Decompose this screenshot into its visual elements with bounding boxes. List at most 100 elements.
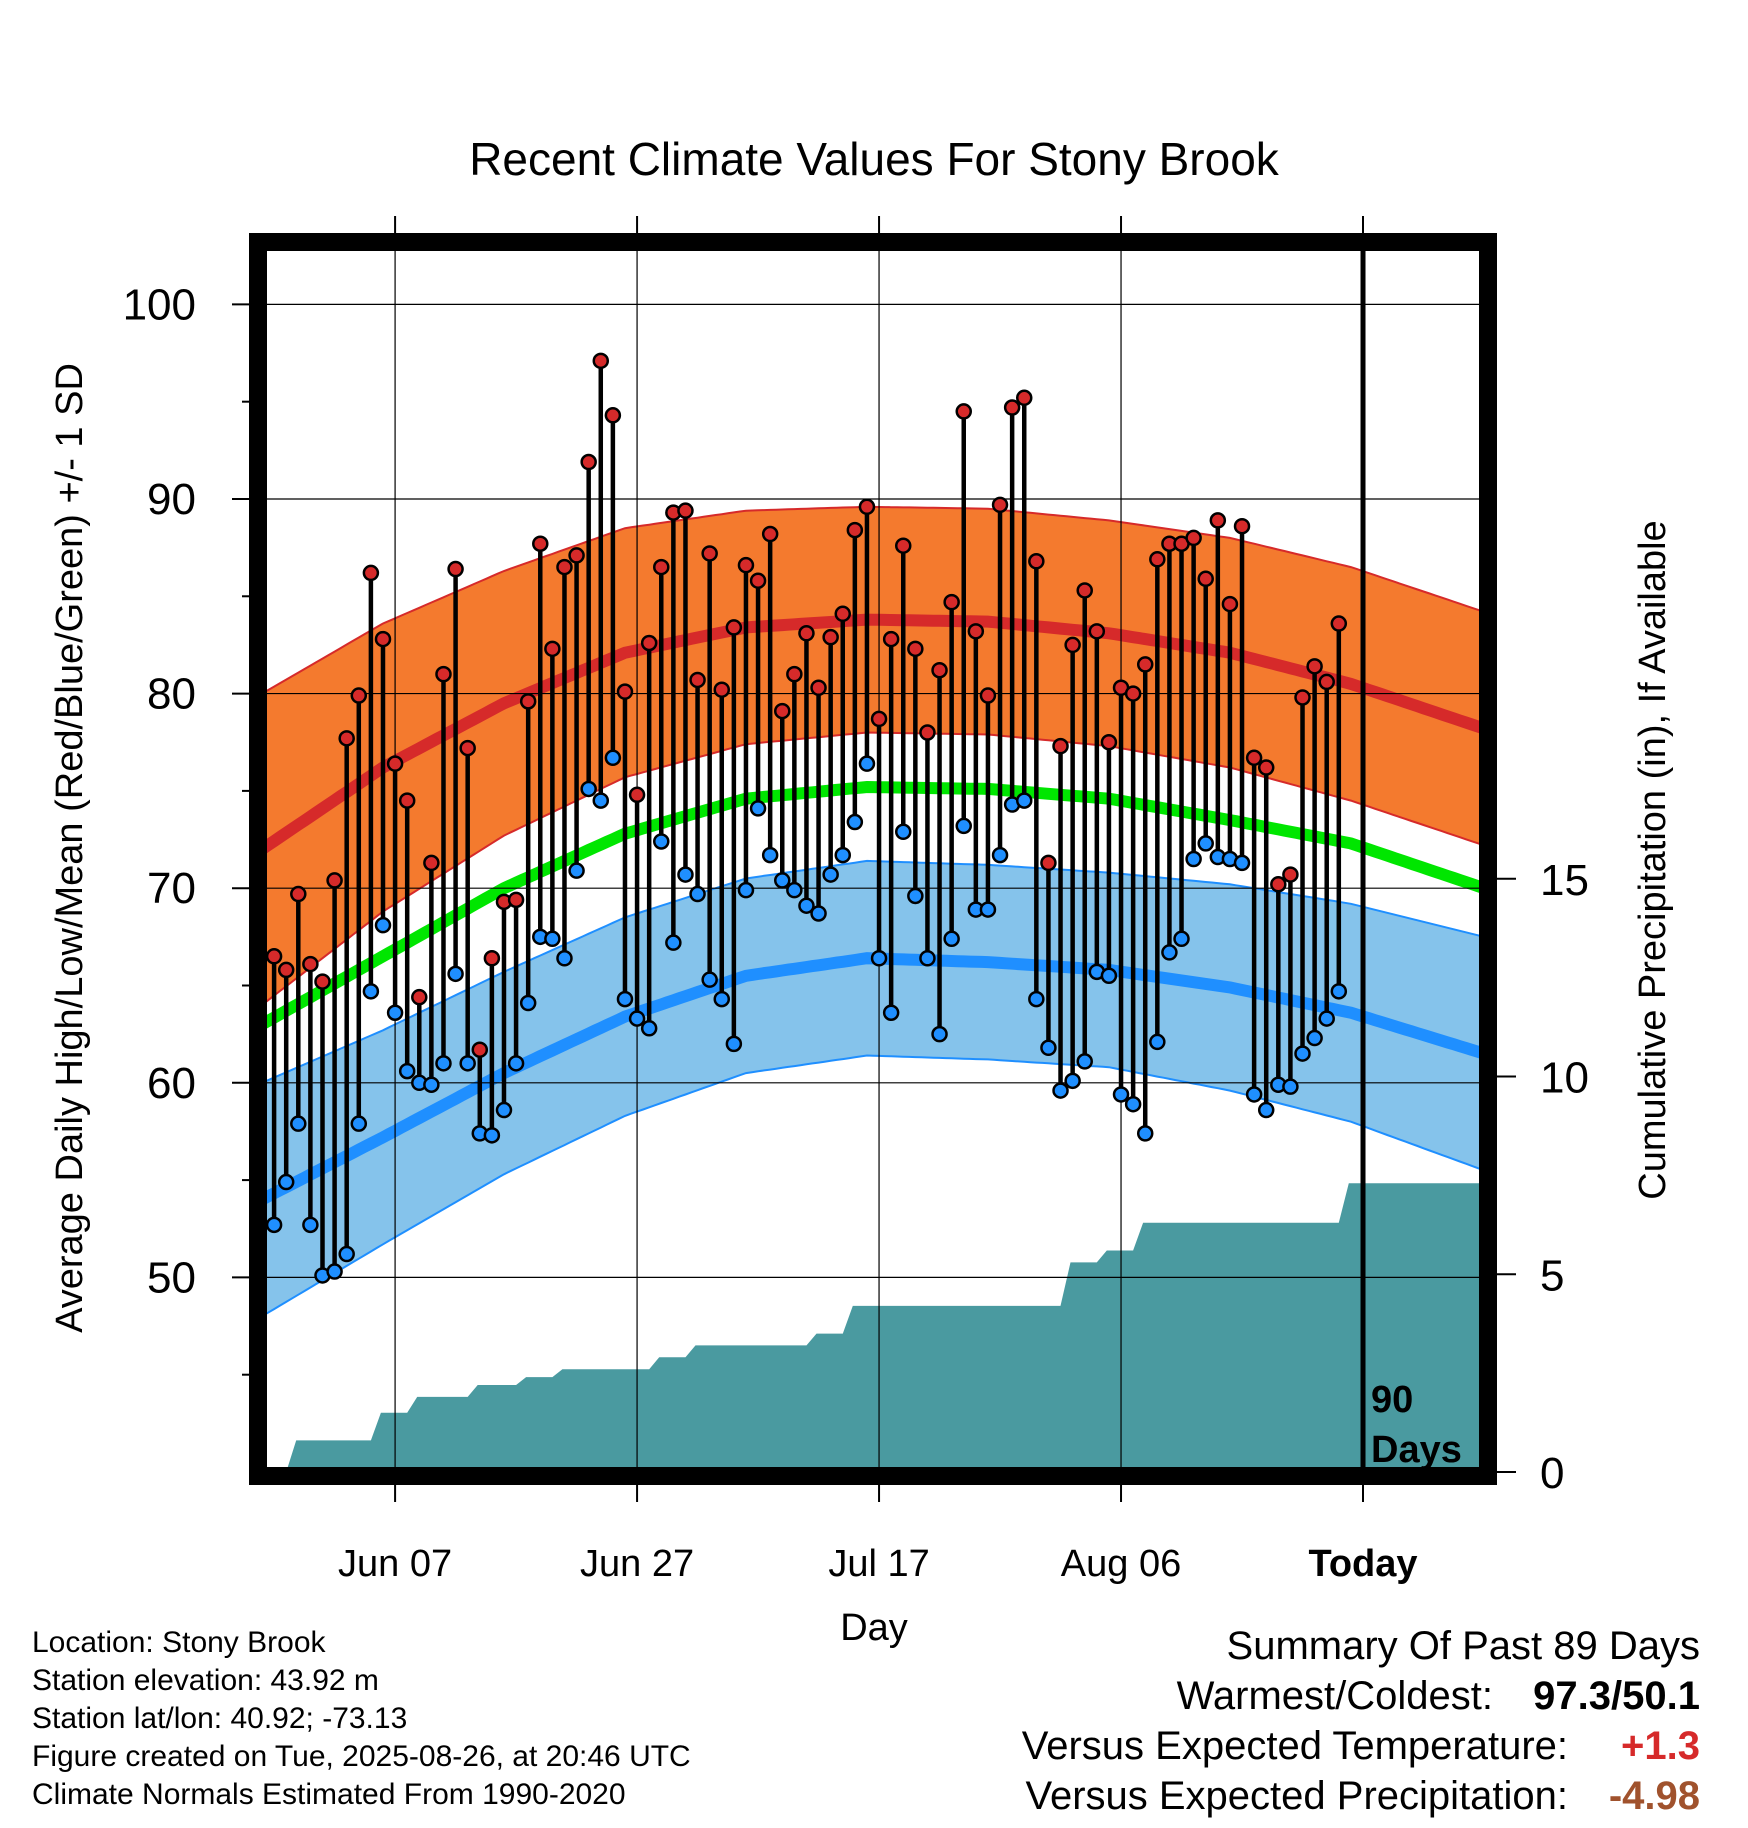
high-point (411, 988, 428, 1006)
high-point (991, 496, 1009, 514)
high-point (1076, 582, 1093, 599)
high-point (435, 665, 452, 683)
daily-range-bars (271, 360, 1342, 1276)
high-point (798, 625, 815, 642)
high-point (1318, 673, 1335, 691)
high-point (568, 547, 585, 564)
low-point (616, 990, 634, 1008)
high-point (580, 453, 597, 471)
low-point (1149, 1033, 1166, 1051)
low-point (870, 949, 888, 967)
low-point (580, 780, 597, 798)
y-tick-label: 90 (147, 475, 196, 524)
high-point (290, 885, 307, 903)
low-point (277, 1173, 295, 1191)
high-point (737, 556, 755, 574)
low-point (725, 1035, 743, 1053)
low-point (1064, 1072, 1081, 1090)
precipitation-step-area (286, 1183, 1485, 1472)
low-point (689, 885, 706, 903)
high-point (1209, 512, 1227, 529)
high-point (967, 623, 985, 640)
high-point (386, 755, 404, 772)
high-point (725, 619, 743, 636)
high-point (653, 558, 670, 576)
precip-label: Versus Expected Precipitation: (1025, 1774, 1568, 1818)
y2-axis-label: Cumulative Precipitation (in), If Availa… (1632, 520, 1674, 1199)
low-point (604, 749, 622, 767)
high-point (907, 640, 924, 658)
high-point (1124, 685, 1142, 702)
high-point (749, 572, 767, 589)
low-point (1173, 930, 1190, 948)
high-point (689, 671, 706, 689)
low-point (265, 1216, 283, 1234)
high-point (265, 948, 283, 965)
high-point (1064, 636, 1081, 654)
high-point (1330, 615, 1348, 632)
high-point (1136, 656, 1154, 673)
high-point (1306, 658, 1323, 675)
created-text: Figure created on Tue, 2025-08-26, at 20… (32, 1740, 691, 1773)
temp-label: Versus Expected Temperature: (1021, 1724, 1568, 1768)
temp-value: +1.3 (1621, 1724, 1700, 1768)
low-point (1245, 1086, 1263, 1103)
low-point (374, 916, 392, 934)
low-point (1282, 1078, 1299, 1095)
low-point (1306, 1029, 1323, 1047)
low-point (1112, 1086, 1130, 1103)
low-point (1040, 1039, 1057, 1057)
low-point (495, 1101, 513, 1119)
high-point (943, 593, 960, 611)
high-point (1003, 399, 1021, 416)
high-point (544, 640, 561, 658)
low-point (943, 930, 960, 948)
warm-cold-label: Warmest/Coldest: (1176, 1674, 1493, 1718)
y-tick-label: 50 (147, 1253, 196, 1302)
high-point (471, 1041, 489, 1058)
low-point (398, 1062, 416, 1080)
high-point (677, 502, 694, 519)
high-point (1197, 570, 1214, 588)
low-point (713, 990, 731, 1008)
high-point (350, 687, 368, 704)
high-normal-band (262, 506, 1484, 1005)
precip-value: -4.98 (1608, 1774, 1700, 1818)
high-point (1282, 866, 1299, 883)
daily-points (265, 352, 1348, 1284)
high-point (774, 702, 791, 720)
low-point (749, 800, 767, 817)
low-point (350, 1115, 368, 1132)
high-point (1257, 759, 1275, 776)
location-text: Location: Stony Brook (32, 1626, 326, 1659)
low-point (798, 897, 815, 914)
high-point (931, 661, 948, 679)
high-point (507, 891, 525, 909)
low-band-lower-edge (261, 1054, 1485, 1318)
x-tick-label: Aug 06 (1061, 1543, 1181, 1585)
high-point (713, 681, 731, 698)
high-point (423, 854, 440, 872)
low-point (1233, 854, 1251, 872)
normal-bands (258, 505, 1486, 1318)
low-point (326, 1263, 343, 1280)
low-point (362, 983, 380, 1000)
high-point (604, 407, 622, 424)
low-point (1330, 983, 1348, 1000)
low-point (1076, 1053, 1093, 1070)
low-point (435, 1055, 452, 1072)
high-point (628, 786, 646, 804)
high-point (398, 792, 416, 809)
high-point (846, 521, 864, 539)
high-point (302, 955, 319, 973)
x-tick-label: Today (1308, 1543, 1417, 1585)
high-point (1015, 389, 1033, 407)
high-point (519, 693, 537, 710)
low-point (991, 846, 1009, 864)
high-point (374, 630, 392, 648)
high-point (858, 498, 876, 516)
y-tick-label: 80 (147, 670, 196, 719)
low-point (483, 1127, 501, 1144)
high-point (870, 710, 888, 728)
